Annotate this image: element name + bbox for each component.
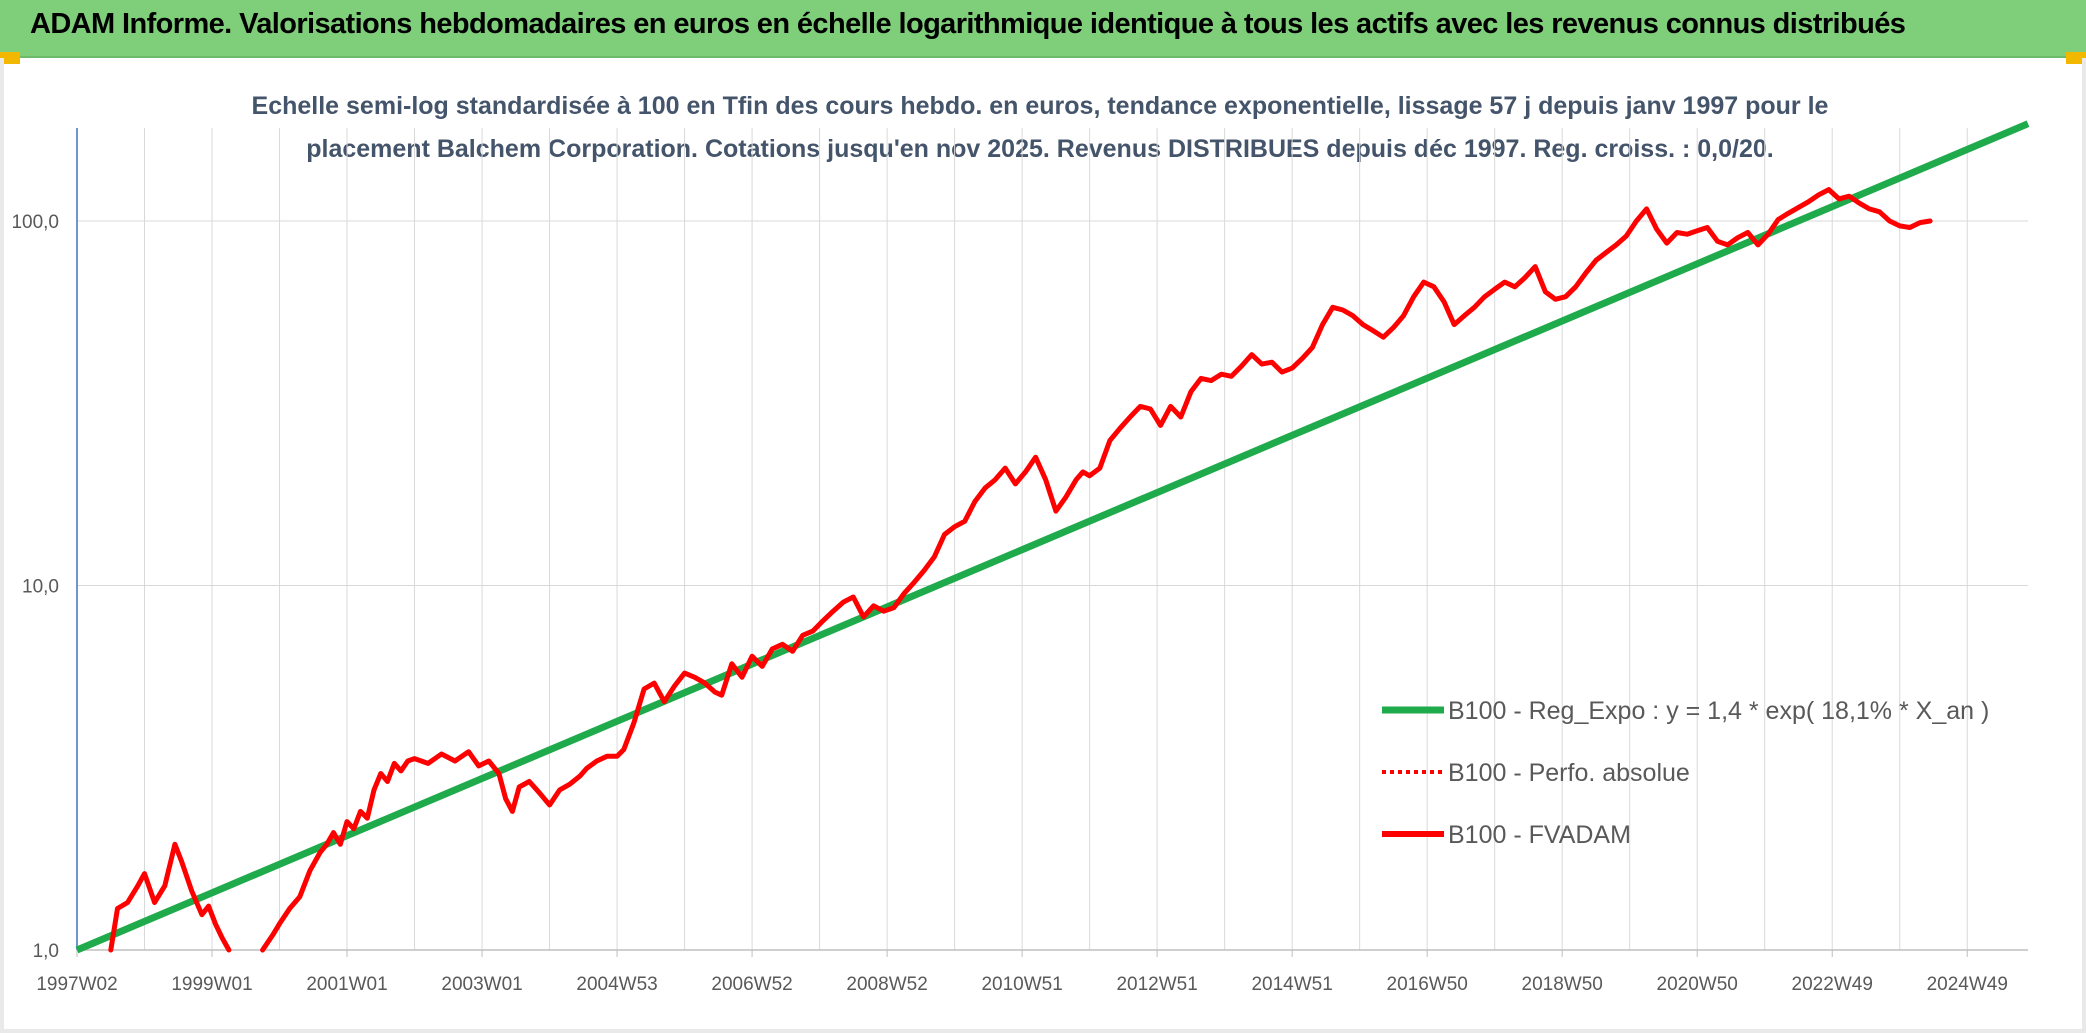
y-tick-label: 10,0 (22, 577, 59, 598)
series-group (75, 120, 2030, 954)
corner-marker-right (2066, 52, 2086, 64)
y-tick-label: 100,0 (11, 212, 59, 233)
x-tick-label: 2012W51 (1116, 974, 1197, 995)
legend-label: B100 - FVADAM (1448, 821, 1631, 849)
legend: B100 - Reg_Expo : y = 1,4 * exp( 18,1% *… (1382, 697, 1989, 849)
corner-marker-left (0, 52, 20, 64)
frame-right (2082, 58, 2086, 1033)
x-tick-label: 2008W52 (846, 974, 927, 995)
y-tick-label: 1,0 (33, 941, 59, 962)
x-tick-label: 1999W01 (171, 974, 252, 995)
chart-subtitle-line-2: placement Balchem Corporation. Cotations… (306, 135, 1773, 163)
x-tick-label: 2014W51 (1251, 974, 1332, 995)
axes: 1,0 10,0 100,0 1997W02 1999W01 2001W01 2003W01… (11, 128, 2028, 995)
regression-line (75, 120, 2030, 954)
x-tick-label: 2024W49 (1927, 974, 2008, 995)
chart-subtitle-line-1: Echelle semi-log standardisée à 100 en T… (252, 92, 1829, 120)
frame-bottom (0, 1029, 2086, 1033)
legend-label: B100 - Reg_Expo : y = 1,4 * exp( 18,1% *… (1448, 697, 1989, 725)
x-tick-label: 2010W51 (981, 974, 1062, 995)
x-tick-label: 2001W01 (306, 974, 387, 995)
legend-label: B100 - Perfo. absolue (1448, 759, 1690, 787)
chart: Echelle semi-log standardisée à 100 en T… (11, 92, 2030, 995)
frame-left (0, 58, 4, 1033)
gridlines (77, 128, 2028, 951)
x-tick-label: 2006W52 (711, 974, 792, 995)
report-header: ADAM Informe. Valorisations hebdomadaire… (0, 0, 2086, 58)
x-tick-label: 2022W49 (1792, 974, 1873, 995)
report-title: ADAM Informe. Valorisations hebdomadaire… (30, 8, 1906, 40)
x-tick-label: 2016W50 (1387, 974, 1468, 995)
fvadam-line (260, 187, 1933, 953)
x-tick-label: 2020W50 (1657, 974, 1738, 995)
x-tick-label: 2004W53 (576, 974, 657, 995)
x-tick-label: 1997W02 (36, 974, 117, 995)
x-tick-label: 2003W01 (441, 974, 522, 995)
x-tick-label: 2018W50 (1522, 974, 1603, 995)
fvadam-line (108, 841, 232, 953)
